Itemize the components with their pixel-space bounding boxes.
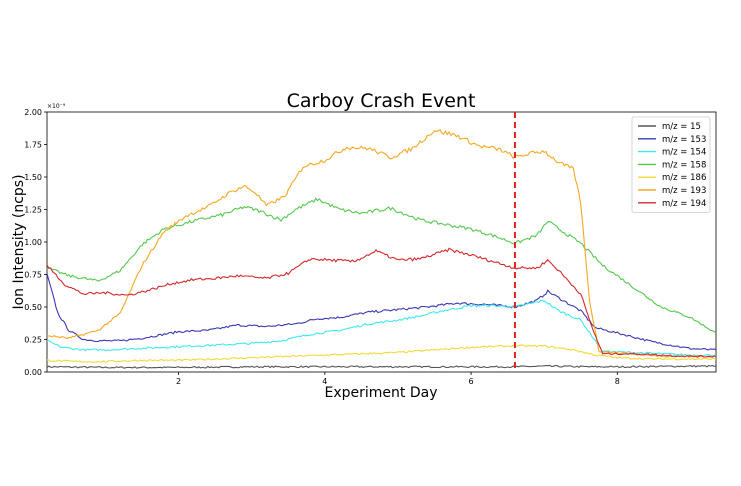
legend-label: m/z = 154 — [662, 148, 706, 158]
x-tick-label: 2 — [176, 377, 181, 386]
legend-label: m/z = 15 — [662, 122, 701, 132]
legend-label: m/z = 193 — [662, 186, 706, 196]
x-tick-label: 4 — [322, 377, 327, 386]
y-tick-label: 1.25 — [24, 206, 42, 215]
x-axis-ticks: 2 4 6 8 — [176, 372, 620, 386]
chart-title: Carboy Crash Event — [287, 90, 476, 112]
series-line-0 — [46, 364, 717, 369]
series-line-4 — [46, 344, 717, 363]
y-axis-label: Ion Intensity (ncps) — [11, 174, 27, 309]
y-scale-note: ×10⁻⁹ — [47, 103, 66, 110]
x-tick-label: 8 — [615, 377, 620, 386]
series-layer — [46, 129, 717, 369]
plot-area: 2 4 6 8 0.00 0.25 0.50 0.75 1.00 1.25 1.50 1.75 2.0… — [24, 108, 717, 386]
series-line-6 — [46, 247, 717, 358]
y-tick-label: 0.75 — [24, 271, 42, 280]
x-tick-label: 6 — [469, 377, 474, 386]
legend-items: m/z = 15 m/z = 153 m/z = 154 m/z = 158 m/z =… — [638, 122, 706, 209]
series-line-3 — [46, 197, 717, 334]
legend-label: m/z = 194 — [662, 199, 706, 209]
legend-box — [631, 116, 711, 213]
y-tick-label: 0.50 — [24, 303, 42, 312]
y-tick-label: 0.25 — [24, 336, 42, 345]
y-tick-label: 1.00 — [24, 238, 42, 247]
series-line-5 — [46, 129, 717, 358]
y-tick-label: 2.00 — [24, 108, 42, 117]
legend: m/z = 15 m/z = 153 m/z = 154 m/z = 158 m/z =… — [631, 116, 711, 213]
y-tick-label: 1.50 — [24, 173, 42, 182]
legend-label: m/z = 158 — [662, 160, 706, 170]
y-tick-label: 0.00 — [24, 368, 42, 377]
legend-label: m/z = 186 — [662, 173, 706, 183]
series-line-1 — [46, 273, 717, 351]
y-tick-label: 1.75 — [24, 141, 42, 150]
x-axis-label: Experiment Day — [325, 385, 438, 401]
series-line-2 — [46, 299, 717, 357]
y-axis-ticks: 0.00 0.25 0.50 0.75 1.00 1.25 1.50 1.75 2.00 — [24, 108, 47, 377]
legend-label: m/z = 153 — [662, 135, 706, 145]
